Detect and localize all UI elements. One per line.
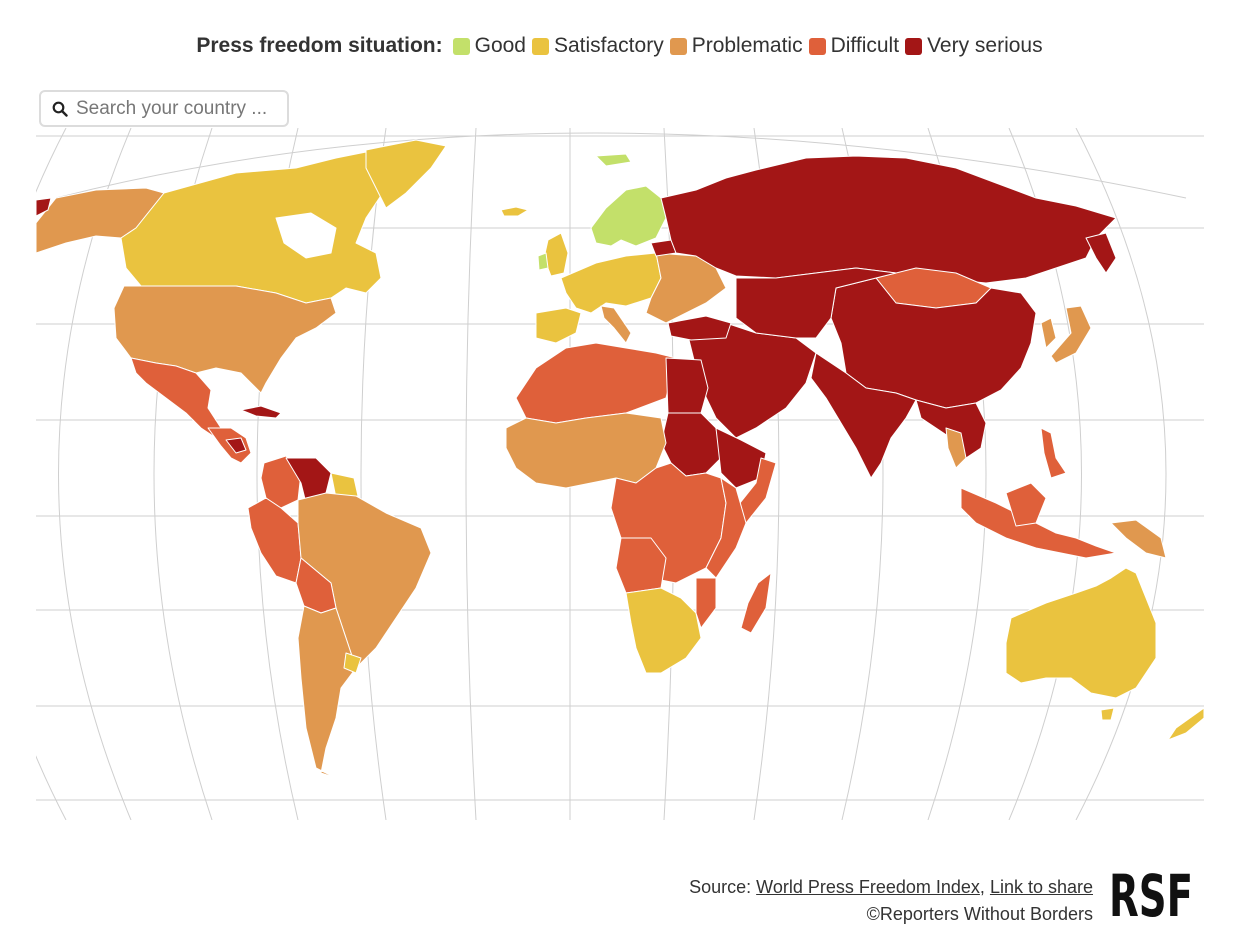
philippines-region[interactable] [1040, 427, 1067, 479]
peru-region[interactable] [247, 497, 302, 584]
central-america-region[interactable] [207, 427, 252, 464]
west-africa-region[interactable] [505, 412, 667, 489]
papua-region[interactable] [1110, 519, 1167, 559]
scandinavia-region[interactable] [590, 185, 667, 247]
copyright: ©Reporters Without Borders [866, 904, 1093, 924]
legend-label-problematic: Problematic [691, 34, 803, 57]
iberia-region[interactable] [535, 307, 582, 344]
legend-swatch-good [452, 37, 470, 55]
cuba-region[interactable] [240, 405, 282, 419]
legend-item-difficult: Difficult [808, 34, 900, 58]
madagascar-region[interactable] [740, 572, 772, 634]
honduras-region[interactable] [225, 437, 247, 454]
source-separator: , [979, 877, 990, 897]
argentina-region[interactable] [297, 605, 357, 779]
thailand-region[interactable] [945, 427, 967, 469]
tasmania-region[interactable] [1100, 707, 1115, 721]
legend: Press freedom situation: Good Satisfacto… [0, 34, 1245, 58]
north-africa-region[interactable] [515, 342, 677, 424]
legend-swatch-satisfactory [531, 37, 549, 55]
legend-item-satisfactory: Satisfactory [531, 34, 664, 58]
rsf-logo: RSF [1108, 864, 1194, 926]
source-prefix: Source: [689, 877, 757, 897]
share-link[interactable]: Link to share [989, 877, 1093, 897]
uk-region[interactable] [543, 232, 569, 277]
legend-title: Press freedom situation: [196, 34, 443, 57]
legend-label-very-serious: Very serious [927, 34, 1043, 57]
legend-swatch-difficult [808, 37, 826, 55]
korea-japan-region[interactable] [1040, 305, 1092, 364]
legend-swatch-very-serious [905, 37, 923, 55]
country-search[interactable] [39, 90, 289, 127]
svalbard-region[interactable] [500, 206, 529, 217]
kamchatka-region[interactable] [1085, 232, 1117, 274]
legend-label-good: Good [474, 34, 526, 57]
italy-region[interactable] [600, 305, 632, 344]
search-icon [52, 101, 68, 117]
iceland-region[interactable] [595, 153, 632, 167]
logo-text: RSF [1109, 864, 1193, 926]
turkey-region[interactable] [667, 315, 732, 341]
legend-label-satisfactory: Satisfactory [553, 34, 664, 57]
guianas-region[interactable] [330, 472, 359, 499]
legend-swatch-problematic [669, 37, 687, 55]
ireland-region[interactable] [537, 252, 549, 271]
australia-region[interactable] [1005, 567, 1157, 699]
new-zealand-region[interactable] [1167, 707, 1204, 741]
legend-item-problematic: Problematic [669, 34, 803, 58]
legend-item-very-serious: Very serious [905, 34, 1043, 58]
mexico-region[interactable] [130, 357, 237, 439]
western-europe-region[interactable] [560, 252, 662, 314]
egypt-region[interactable] [665, 357, 709, 414]
alaska-tip-region[interactable] [36, 197, 52, 217]
search-input[interactable] [76, 97, 276, 120]
uruguay-region[interactable] [343, 652, 362, 674]
borneo-region[interactable] [1005, 482, 1047, 527]
russia-region[interactable] [660, 155, 1117, 284]
legend-item-good: Good [452, 34, 526, 58]
source-line: Source: World Press Freedom Index, Link … [689, 874, 1093, 901]
legend-label-difficult: Difficult [830, 34, 900, 57]
mozambique-region[interactable] [695, 577, 717, 629]
southeast-asia-mainland-region[interactable] [915, 399, 987, 459]
source-footer: Source: World Press Freedom Index, Link … [689, 874, 1093, 928]
india-region[interactable] [810, 352, 917, 479]
canada-bay [275, 212, 337, 259]
southern-africa-region[interactable] [625, 587, 702, 674]
central-asia-region[interactable] [735, 267, 897, 339]
greenland-region[interactable] [365, 139, 447, 209]
world-map[interactable] [36, 128, 1204, 820]
index-link[interactable]: World Press Freedom Index [756, 877, 980, 897]
